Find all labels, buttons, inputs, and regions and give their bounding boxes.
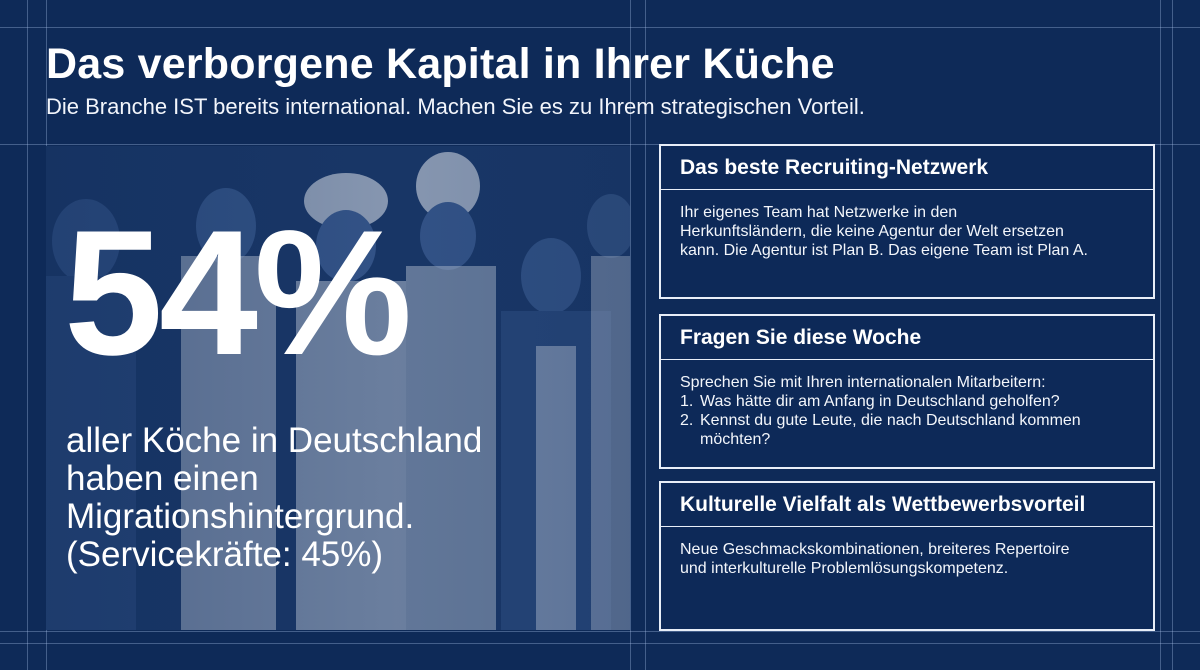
photo-overlay [46,146,630,630]
card-text-line: Herkunftsländern, die keine Agentur der … [680,223,1064,240]
grid-line [0,631,1200,632]
stat-caption: aller Köche in Deutschland haben einen M… [66,422,626,574]
card-title: Kulturelle Vielfalt als Wettbewerbsvorte… [661,483,1153,527]
grid-line [630,0,631,670]
page-title: Das verborgene Kapital in Ihrer Küche [46,40,835,88]
list-item: 1. Was hätte dir am Anfang in Deutschlan… [680,392,1137,411]
stat-caption-line: (Servicekräfte: 45%) [66,535,384,574]
card-title: Das beste Recruiting-Netzwerk [661,146,1153,190]
chefs-team-photo [46,146,630,630]
card-cultural-diversity: Kulturelle Vielfalt als Wettbewerbsvorte… [659,481,1155,631]
photo-panel: 54% aller Köche in Deutschland haben ein… [46,146,630,630]
stat-caption-line: haben einen [66,459,259,498]
list-text: Kennst du gute Leute, die nach Deutschla… [700,412,1081,448]
grid-line [27,0,28,670]
card-text-line: Neue Geschmackskombinationen, breiteres … [680,541,1070,558]
stat-caption-line: Migrationshintergrund. [66,497,415,536]
card-body: Sprechen Sie mit Ihren internationalen M… [661,360,1153,449]
grid-line [0,643,1200,644]
grid-line [645,0,646,670]
card-intro: Sprechen Sie mit Ihren internationalen M… [680,374,1046,391]
grid-line [1160,0,1161,670]
list-text: Was hätte dir am Anfang in Deutschland g… [700,393,1060,410]
page-subtitle: Die Branche IST bereits international. M… [46,94,865,119]
card-title: Fragen Sie diese Woche [661,316,1153,360]
grid-line [0,27,1200,28]
stat-caption-line: aller Köche in Deutschland [66,421,483,460]
stat-value: 54% [64,193,412,392]
card-body: Neue Geschmackskombinationen, breiteres … [661,527,1153,578]
card-body: Ihr eigenes Team hat Netzwerke in den He… [661,190,1153,260]
card-text-line: und interkulturelle Problemlösungskompet… [680,560,1009,577]
card-ask-this-week: Fragen Sie diese Woche Sprechen Sie mit … [659,314,1155,469]
card-text-line: Ihr eigenes Team hat Netzwerke in den [680,204,958,221]
grid-line [1172,0,1173,670]
card-recruiting-network: Das beste Recruiting-Netzwerk Ihr eigene… [659,144,1155,299]
grid-line [0,144,1200,145]
list-number: 1. [680,393,694,410]
list-number: 2. [680,412,694,429]
list-item: 2. Kennst du gute Leute, die nach Deutsc… [680,411,1137,449]
card-text-line: kann. Die Agentur ist Plan B. Das eigene… [680,242,1088,259]
